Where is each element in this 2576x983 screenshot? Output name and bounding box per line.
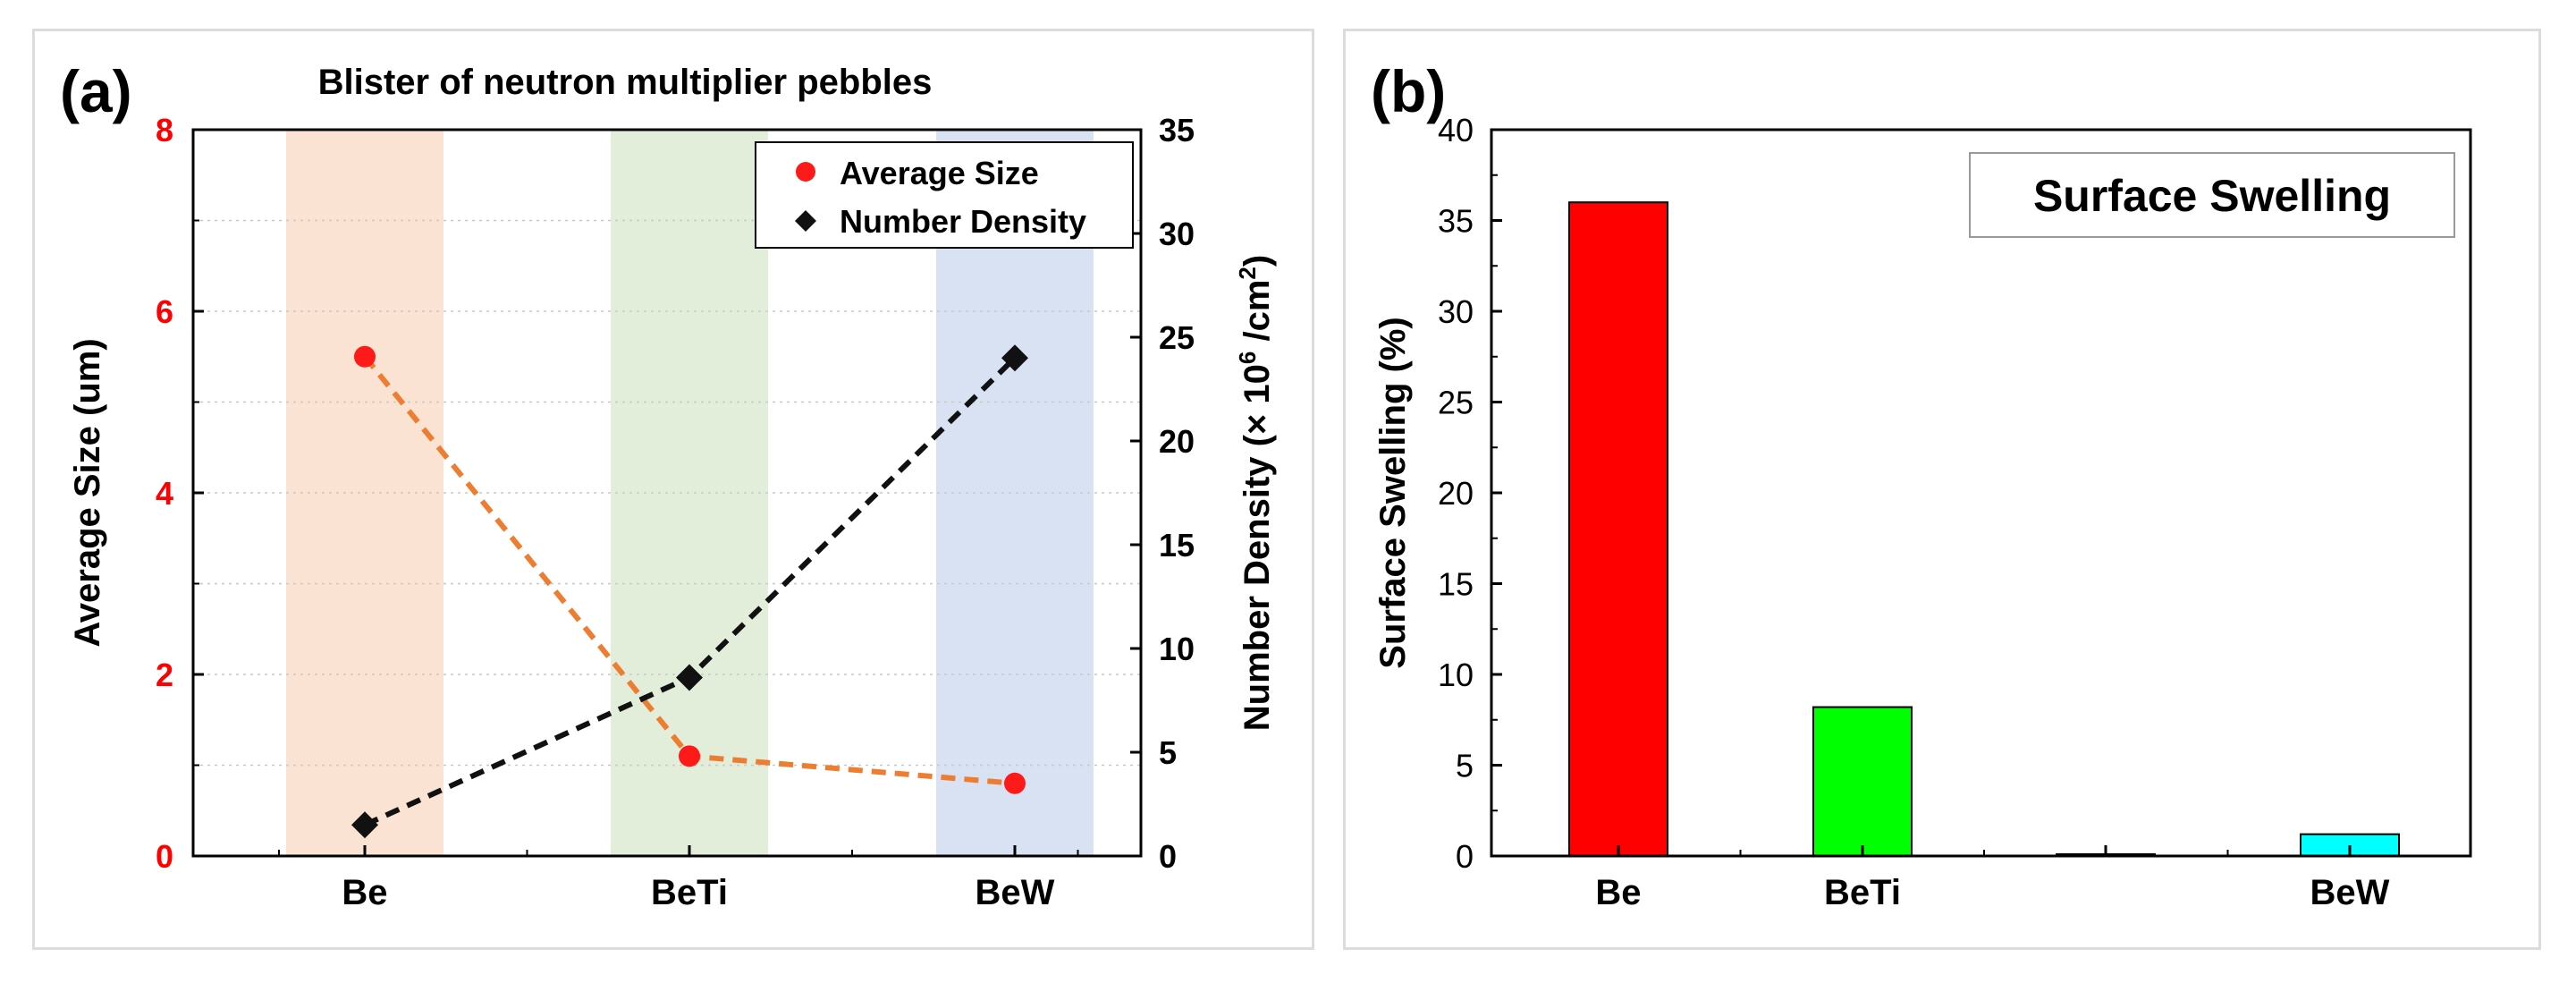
chart-a-title: Blister of neutron multiplier pebbles: [318, 63, 933, 102]
y-right-tick-label: 15: [1159, 527, 1195, 564]
point-average-size-bew: [1004, 772, 1026, 794]
legend-number-density-label: Number Density: [840, 203, 1086, 240]
y-tick-label: 25: [1438, 385, 1474, 421]
y-left-tick-label: 2: [156, 657, 173, 693]
y-tick-label: 20: [1438, 475, 1474, 512]
bar-beti: [1812, 706, 1913, 857]
y-right-tick-label: 0: [1159, 838, 1177, 875]
chart-panel-a: 0 2 4 6 8 0 5 10 15 20 25 30 35 Be BeTi BeW (a) Blist…: [32, 29, 1314, 950]
y-left-tick-label: 4: [156, 475, 173, 512]
chart-b-panel-label: (b): [1371, 58, 1446, 124]
point-number-density-bew: [1001, 344, 1028, 372]
y-right-tick-label: 20: [1159, 423, 1195, 460]
chart-b-legend-box: [1969, 152, 2455, 238]
y-tick-label: 15: [1438, 566, 1474, 603]
y-right-tick-label: 30: [1159, 216, 1195, 252]
legend-average-size-label: Average Size: [840, 155, 1039, 191]
chart-b-legend: Surface Swelling: [1969, 152, 2455, 238]
chart-a-svg: 0 2 4 6 8 0 5 10 15 20 25 30 35 Be BeTi BeW (a) Blist…: [60, 58, 1277, 912]
x-tick-label-be: Be: [342, 873, 387, 912]
y-right-tick-label: 35: [1159, 112, 1195, 148]
x-tick-label-beti: BeTi: [1824, 873, 1901, 912]
y-right-tick-label: 25: [1159, 319, 1195, 356]
y-tick-label: 40: [1438, 112, 1474, 148]
x-tick-label-bew: BeW: [2310, 873, 2390, 912]
chart-b-svg: 0 5 10 15 20 25 30 35 40 Be BeTi BeW (b) Surface S…: [1371, 58, 2472, 912]
y-tick-label: 30: [1438, 293, 1474, 330]
x-tick-label-beti: BeTi: [651, 873, 728, 912]
chart-panel-b: 0 5 10 15 20 25 30 35 40 Be BeTi BeW (b) Surface S…: [1343, 29, 2541, 950]
x-tick-label-bew: BeW: [976, 873, 1055, 912]
legend-average-size-marker: [796, 162, 815, 182]
point-number-density-beti: [676, 664, 703, 691]
chart-a-legend: Average Size Number Density: [755, 141, 1134, 249]
y-left-tick-label: 8: [156, 112, 173, 148]
chart-b-y-label: Surface Swelling (%): [1373, 317, 1413, 668]
y-right-tick-label: 5: [1159, 734, 1177, 771]
point-average-size-beti: [679, 745, 700, 767]
y-tick-label: 0: [1456, 838, 1474, 875]
legend-number-density-marker: [795, 210, 816, 232]
chart-a-panel-label: (a): [60, 58, 132, 124]
point-average-size-be: [354, 345, 376, 368]
chart-b-legend-label: Surface Swelling: [2033, 171, 2391, 221]
chart-a-y-left-label: Average Size (um): [68, 338, 107, 647]
y-right-tick-label: 10: [1159, 631, 1195, 667]
chart-a-legend-box: [755, 141, 1134, 249]
y-tick-label: 5: [1456, 748, 1474, 784]
y-left-tick-label: 6: [156, 293, 173, 330]
y-left-tick-label: 0: [156, 838, 173, 875]
y-tick-label: 10: [1438, 657, 1474, 693]
y-tick-label: 35: [1438, 203, 1474, 240]
chart-a-y-right-label: Number Density (× 106 /cm2): [1234, 255, 1277, 731]
bar-be: [1568, 201, 1668, 857]
point-number-density-be: [351, 811, 378, 839]
x-tick-label-be: Be: [1595, 873, 1641, 912]
